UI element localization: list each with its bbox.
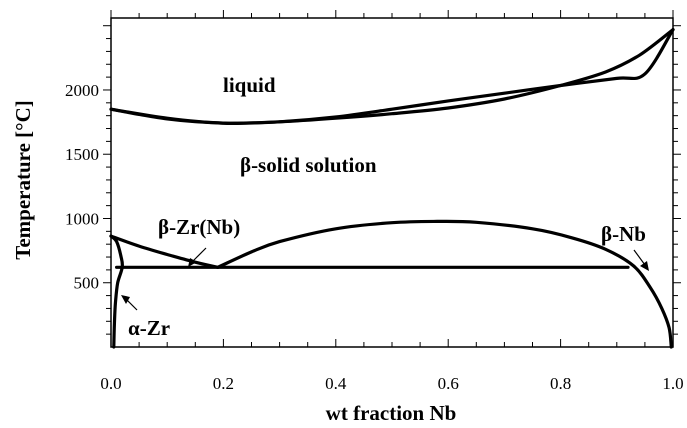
y-tick-label: 2000 bbox=[65, 81, 99, 100]
x-tick-label: 0.4 bbox=[325, 374, 347, 393]
arrow-beta-zr-nb bbox=[188, 247, 207, 267]
arrow-alpha-zr bbox=[121, 295, 138, 311]
y-tick-label: 1500 bbox=[65, 145, 99, 164]
label-beta-nb: β-Nb bbox=[601, 222, 646, 246]
phase-boundaries bbox=[109, 28, 675, 349]
label-beta-solid-solution: β-solid solution bbox=[240, 153, 377, 177]
annotations: liquid β-solid solution β-Zr(Nb) β-Nb α-… bbox=[121, 73, 649, 340]
y-tick-label: 500 bbox=[74, 274, 100, 293]
y-tick-label: 1000 bbox=[65, 209, 99, 228]
miscibility-dome-curve bbox=[216, 219, 673, 349]
alpha-zr-boundary-curve bbox=[109, 234, 125, 349]
x-tick-label: 0.2 bbox=[213, 374, 234, 393]
label-liquid: liquid bbox=[223, 73, 276, 97]
x-tick-label: 1.0 bbox=[662, 374, 683, 393]
axes: 0.0 0.2 0.4 0.6 0.8 1.0 500 1000 1500 2000 bbox=[65, 10, 684, 393]
beta-zr-solvus-curve bbox=[109, 234, 220, 269]
x-tick-label: 0.6 bbox=[438, 374, 459, 393]
x-tick-label: 0.0 bbox=[100, 374, 121, 393]
plot-frame bbox=[110, 17, 674, 348]
x-tick-label: 0.8 bbox=[550, 374, 571, 393]
solidus-curve bbox=[109, 28, 675, 125]
x-axis-title: wt fraction Nb bbox=[326, 401, 457, 425]
arrow-beta-nb bbox=[633, 249, 649, 271]
label-beta-zr-nb: β-Zr(Nb) bbox=[158, 215, 240, 239]
y-axis-title: Temperature [°C] bbox=[11, 100, 35, 259]
label-alpha-zr: α-Zr bbox=[128, 316, 170, 340]
